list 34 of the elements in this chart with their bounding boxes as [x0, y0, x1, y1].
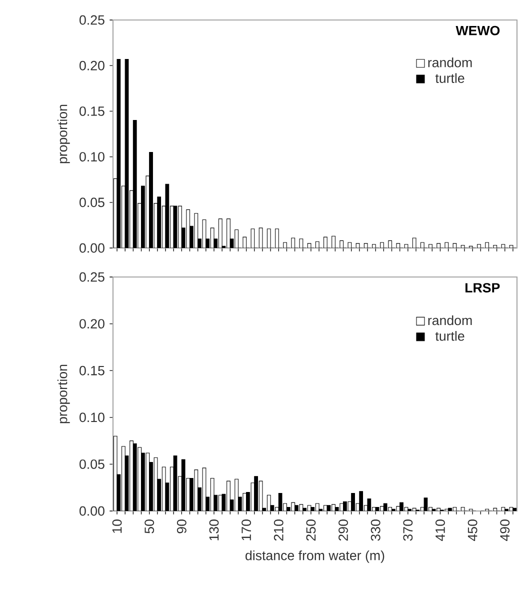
y-tick-label: 0.10	[80, 152, 104, 162]
x-tick-label: 250	[306, 520, 316, 541]
x-tick-label: 370	[403, 520, 413, 541]
y-tick-label: 0.20	[80, 60, 104, 70]
x-axis-title: distance from water (m)	[246, 550, 384, 563]
y-tick-label: 0.00	[80, 506, 104, 516]
x-tick-label: 90	[176, 520, 186, 534]
y-tick-label: 0.05	[80, 459, 104, 469]
legend-label: turtle	[435, 331, 464, 341]
y-tick-label: 0.15	[80, 366, 104, 376]
x-tick-label: 410	[436, 520, 445, 541]
x-tick-label: 290	[338, 520, 348, 541]
y-axis-title: proportion	[57, 364, 70, 424]
x-tick-label: 170	[242, 520, 252, 540]
y-axis-title: proportion	[57, 104, 70, 164]
legend-label: random	[428, 315, 472, 326]
x-tick-label: 50	[144, 520, 154, 534]
y-tick-label: 0.20	[80, 319, 104, 329]
chart-title: LRSP	[465, 283, 500, 293]
x-tick-label: 330	[370, 520, 380, 541]
x-tick-label: 490	[500, 520, 510, 541]
y-tick-label: 0.05	[80, 198, 104, 208]
x-tick-label: 450	[468, 520, 478, 541]
chart-title: WEWO	[456, 26, 500, 36]
legend-label: random	[428, 58, 472, 68]
y-tick-label: 0.25	[80, 15, 104, 25]
y-tick-label: 0.15	[80, 106, 104, 116]
x-tick-label: 130	[209, 520, 219, 540]
legend-label: turtle	[435, 73, 464, 83]
y-tick-label: 0.10	[80, 412, 104, 422]
x-tick-label: 10	[112, 520, 122, 533]
x-tick-label: 210	[274, 520, 284, 541]
y-tick-label: 0.00	[80, 243, 104, 253]
y-tick-label: 0.25	[80, 272, 104, 282]
